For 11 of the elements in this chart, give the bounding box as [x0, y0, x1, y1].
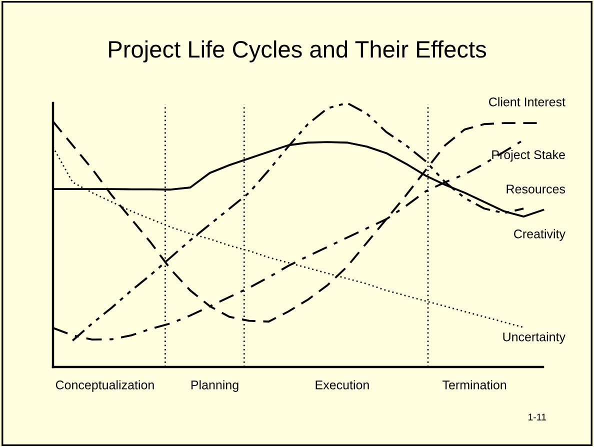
chart-title: Project Life Cycles and Their Effects: [109, 40, 486, 62]
series-label: Client Interest: [489, 97, 566, 106]
text: Termination: [442, 380, 506, 390]
series-label: Resources: [506, 184, 566, 194]
text: Conceptualization: [56, 380, 154, 392]
text: Planning: [191, 380, 238, 392]
text: Execution: [316, 380, 369, 390]
text: 1-11: [528, 414, 546, 420]
series-label: Creativity: [514, 229, 566, 241]
series-label: Project Stake: [492, 150, 565, 162]
series-label: Uncertainty: [503, 332, 566, 344]
